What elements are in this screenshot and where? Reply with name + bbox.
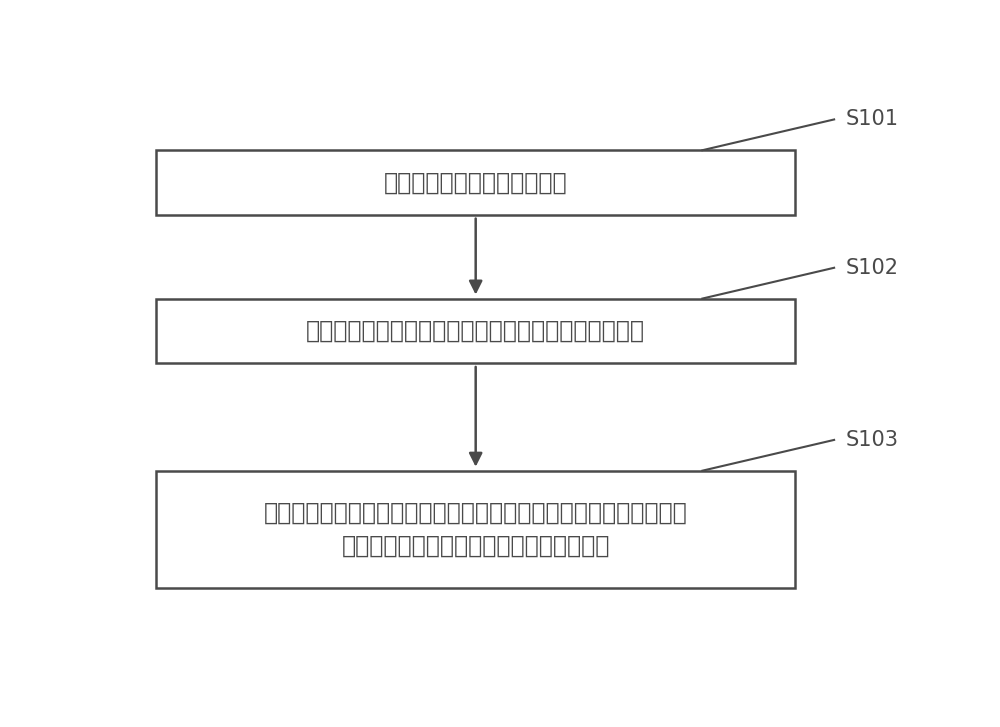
Text: 将第二图像输入至肿瘾分割模型，以使肿瘾分割模型对第二图像进行
区域划分，输出第二图像对应的肿瘾分割图: 将第二图像输入至肿瘾分割模型，以使肿瘾分割模型对第二图像进行 区域划分，输出第二… [264, 501, 688, 558]
Bar [156, 470, 795, 588]
Text: S103: S103 [846, 430, 899, 450]
Bar [156, 150, 795, 214]
Bar [156, 299, 795, 363]
Text: S101: S101 [846, 110, 899, 129]
Text: 接收第一用户上传的第一图像: 接收第一用户上传的第一图像 [384, 170, 568, 194]
Text: S102: S102 [846, 258, 899, 278]
Text: 对第一图像进行预处理，得到第一图像对应的第二图像: 对第一图像进行预处理，得到第一图像对应的第二图像 [306, 318, 645, 342]
